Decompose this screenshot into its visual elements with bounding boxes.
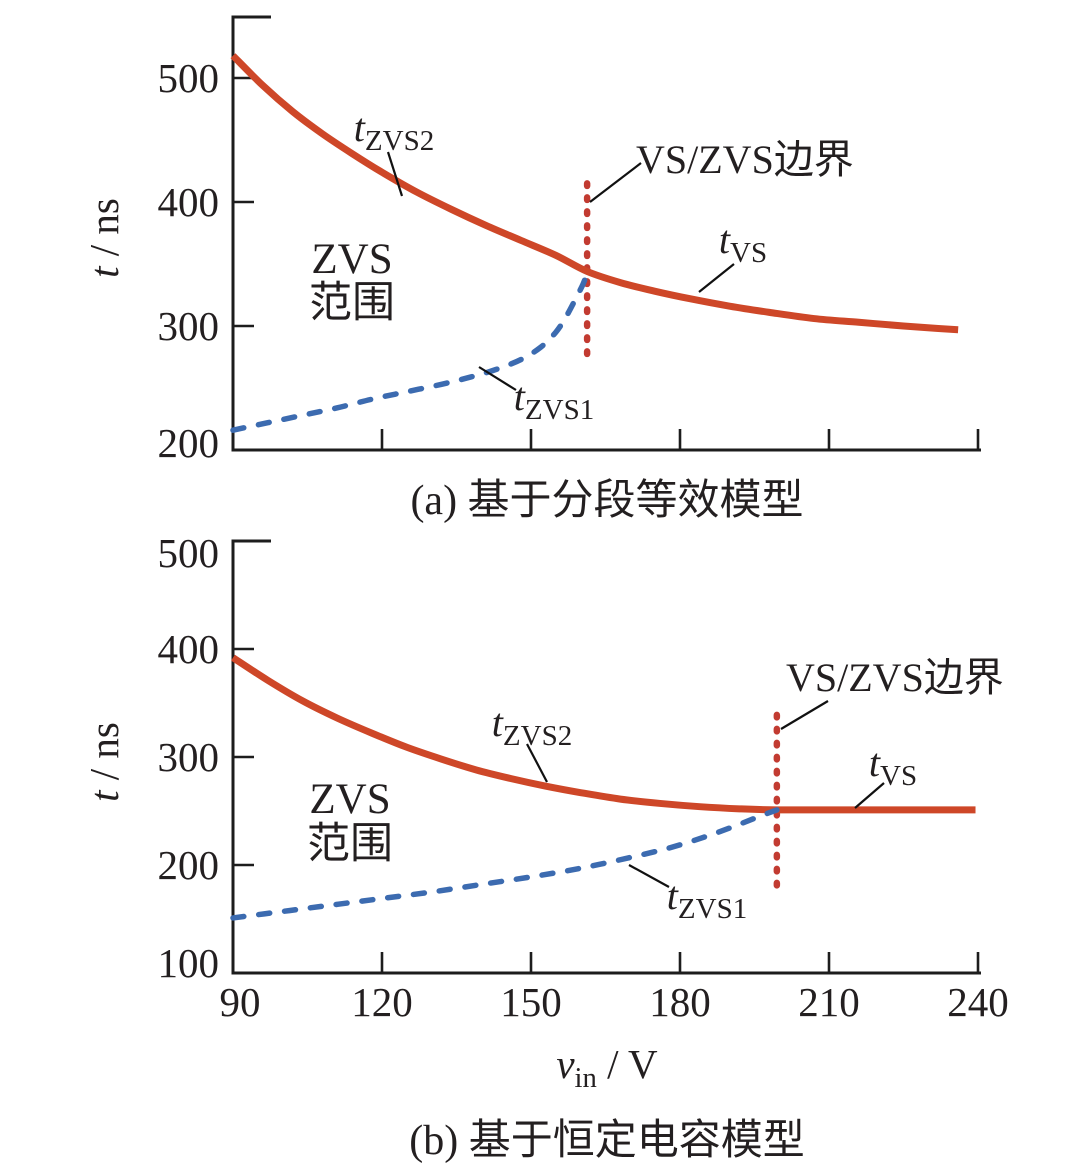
boundary-label-a: VS/ZVS边界 — [636, 137, 854, 182]
y-tick-label-a: 300 — [158, 303, 220, 349]
zvs-zone-label-b: 范围 — [307, 821, 393, 868]
x-tick-label: 150 — [500, 979, 562, 1025]
leader-boundary-b — [780, 700, 829, 730]
caption-b-text: (b) 基于恒定电容模型 — [409, 1118, 805, 1164]
leader-tzvs2-b — [526, 743, 548, 783]
curve-label-tzvs2-b: tZVS2 — [492, 700, 572, 752]
y-tick-label-b: 500 — [158, 530, 220, 576]
y-tick-label-b: 100 — [158, 940, 220, 986]
zvs-zone-label-a: 范围 — [309, 280, 395, 327]
x-axis-symbol-sub: in — [574, 1062, 597, 1095]
y-tick-label-b: 300 — [158, 734, 220, 780]
leader-tzvs1-b — [628, 864, 670, 888]
zvs-zone-label-b: ZVS — [309, 776, 390, 823]
curve-label-tvs-a: tVS — [719, 217, 767, 269]
x-tick-label: 240 — [947, 979, 1009, 1025]
y-axis-label-b: t / ns — [81, 722, 184, 810]
curve-label-tzvs1-a: tZVS1 — [514, 374, 594, 426]
y-tick-label-a: 400 — [158, 179, 220, 225]
axes-a — [231, 15, 981, 452]
x-axis-symbol: v — [556, 1041, 575, 1087]
x-axis-unit: / V — [596, 1041, 658, 1087]
x-tick-label: 90 — [220, 979, 261, 1025]
curve-tzvs1-a — [230, 269, 590, 433]
x-tick-label: 180 — [649, 979, 711, 1025]
y-axis-symbol: t — [81, 790, 127, 802]
y-tick-label-a: 200 — [158, 420, 220, 466]
x-axis-label: vin / V — [233, 1040, 981, 1095]
caption-a-text: (a) 基于分段等效模型 — [410, 478, 804, 524]
leader-tzvs2-a — [386, 151, 404, 197]
x-tick-label: 210 — [798, 979, 860, 1025]
curve-label-tvs-b: tVS — [869, 740, 917, 792]
curve-label-tzvs1-b: tZVS1 — [667, 873, 747, 925]
y-axis-label-a: t / ns — [81, 198, 184, 286]
curve-tzvs2-tvs-b — [231, 654, 976, 814]
leader-boundary-a — [589, 162, 642, 203]
curve-tzvs1-b — [230, 807, 780, 921]
zvs-zone-label-a: ZVS — [311, 236, 392, 283]
curve-tzvs2-tvs-a — [230, 53, 959, 334]
caption-a: (a) 基于分段等效模型 — [233, 466, 981, 527]
y-tick-label-a: 500 — [158, 55, 220, 101]
caption-b: (b) 基于恒定电容模型 — [233, 1106, 981, 1164]
y-tick-label-b: 400 — [158, 626, 220, 672]
curve-label-tzvs2-a: tZVS2 — [354, 105, 434, 157]
leader-tvs-a — [698, 263, 735, 293]
x-tick-label: 120 — [351, 979, 413, 1025]
y-axis-unit: / ns — [81, 722, 127, 791]
leader-tvs-b — [854, 782, 885, 809]
boundary-label-b: VS/ZVS边界 — [786, 655, 1004, 700]
y-axis-unit: / ns — [81, 198, 127, 267]
y-tick-label-b: 200 — [158, 842, 220, 888]
leader-tzvs1-a — [478, 366, 517, 391]
y-axis-symbol: t — [81, 266, 127, 278]
